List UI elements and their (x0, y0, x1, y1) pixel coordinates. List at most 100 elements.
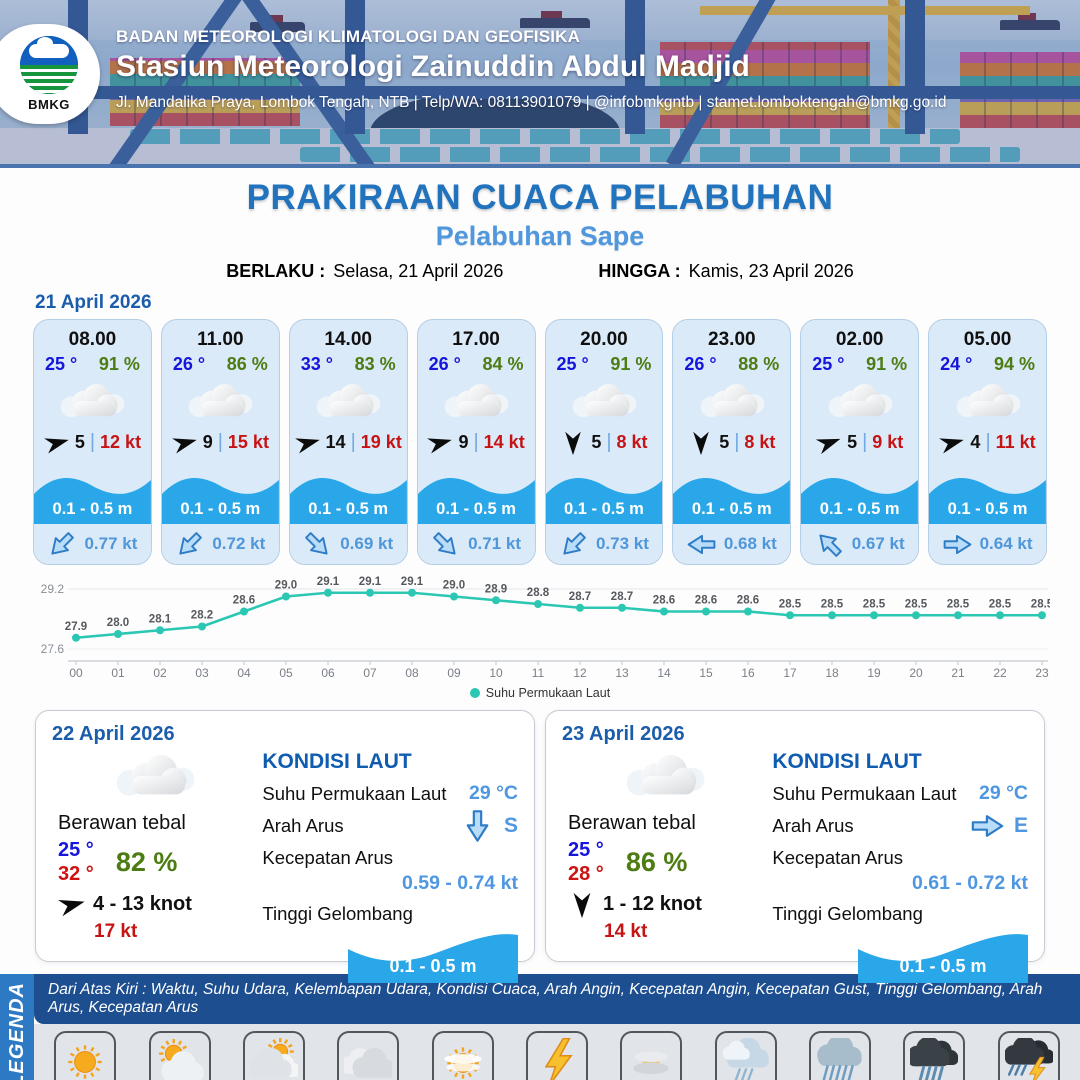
svg-text:23: 23 (1035, 666, 1049, 680)
card-temp: 25 ° (45, 354, 78, 374)
svg-text:28.6: 28.6 (653, 595, 675, 607)
legend-item: Cerah Berawan (134, 1031, 226, 1080)
current-speed: 0.71 kt (468, 534, 522, 553)
current-row: 0.67 kt (801, 524, 918, 564)
humidity: 86 % (625, 846, 688, 877)
current-speed: 0.67 kt (851, 534, 905, 553)
org-name: BADAN METEOROLOGI KLIMATOLOGI DAN GEOFIS… (116, 27, 581, 46)
card-wind-row: 14 | 19 kt (290, 431, 407, 454)
day1-date: 21 April 2026 (35, 292, 152, 313)
wave-height-value: 0.1 - 0.5 m (564, 500, 644, 518)
current-speed: 0.72 kt (212, 534, 266, 553)
card-humidity: 86 % (226, 354, 268, 374)
wind-speed: 5 (847, 432, 858, 452)
card-time: 02.00 (835, 329, 884, 350)
window-mullion (345, 0, 365, 134)
cloud-icon (828, 383, 892, 418)
current-direction-icon (687, 534, 716, 554)
day3-panel: 23 April 2026 Berawan tebal 25 ° 28 ° 86… (545, 710, 1045, 983)
svg-text:28.5: 28.5 (1031, 598, 1050, 610)
wind-direction-icon (58, 899, 85, 916)
wave-height-graphic: 0.1 - 0.5 m (801, 464, 919, 524)
cloud-icon (956, 383, 1020, 418)
current-direction-icon (971, 815, 1004, 837)
window-mullion (625, 0, 645, 134)
svg-text:29.1: 29.1 (401, 576, 424, 588)
wind-speed: 5 (719, 432, 730, 452)
wind-direction-icon (294, 437, 320, 453)
card-wind-row: 5 | 8 kt (673, 431, 790, 455)
wind-speed: 14 (325, 432, 346, 452)
wave-height-graphic: 0.1 - 0.5 m (673, 464, 791, 524)
validity-row: BERLAKU : Selasa, 21 April 2026 HINGGA :K… (0, 261, 1080, 282)
window-mullion (905, 0, 925, 134)
forecast-card-17.00: 17.00 26 ° 84 % 9 | 14 kt 0.1 - 0.5 m 0.… (416, 319, 536, 565)
legend-description: Dari Atas Kiri : Waktu, Suhu Udara, Kele… (34, 974, 1080, 1024)
forecast-card-23.00: 23.00 26 ° 88 % 5 | 8 kt 0.1 - 0.5 m 0.6… (672, 319, 792, 565)
cerah-berawan-icon (158, 1039, 204, 1080)
svg-text:28.9: 28.9 (485, 583, 507, 595)
forecast-card-05.00: 05.00 24 ° 94 % 4 | 11 kt 0.1 - 0.5 m 0.… (928, 319, 1047, 565)
current-speed: 0.77 kt (84, 534, 138, 553)
current-direction: S (503, 814, 518, 837)
day-panels: 22 April 2026 Berawan tebal 25 ° 32 ° (35, 710, 1045, 983)
svg-text:05: 05 (279, 666, 293, 680)
station-name: Stasiun Meteorologi Zainuddin Abdul Madj… (116, 50, 750, 83)
svg-text:09: 09 (447, 666, 461, 680)
port-name: Pelabuhan Sape (435, 221, 645, 251)
separator: | (985, 431, 991, 453)
legend-tile (337, 1031, 400, 1080)
wave-height-graphic: 0.1 - 0.5 m (929, 464, 1046, 524)
svg-text:27.9: 27.9 (65, 621, 87, 633)
current-direction-icon (179, 531, 203, 555)
card-time: 23.00 (708, 329, 756, 350)
wind-direction-icon (565, 431, 582, 455)
sea-section-title: KONDISI LAUT (262, 750, 412, 773)
card-wind-row: 9 | 14 kt (418, 431, 535, 454)
svg-text:29.1: 29.1 (317, 576, 340, 588)
wave-height-value: 0.1 - 0.5 m (389, 956, 477, 976)
chart-legend-label: Suhu Permukaan Laut (485, 686, 611, 700)
valid-until: HINGGA : Kamis, 23 April 2026 (598, 261, 854, 281)
wave-height-value: 0.1 - 0.5 m (691, 500, 772, 518)
valid-from: BERLAKU : Selasa, 21 April 2026 (226, 261, 504, 281)
svg-text:28.5: 28.5 (863, 598, 886, 610)
current-row: 0.68 kt (673, 524, 790, 564)
cerah-icon (68, 1045, 102, 1079)
current-speed-label: Kecepatan Arus (262, 847, 393, 868)
cloud-icon (444, 383, 509, 418)
svg-text:11: 11 (532, 666, 545, 680)
wave-height-graphic: 0.1 - 0.5 m (161, 464, 279, 524)
legend-section: LEGENDA Dari Atas Kiri : Waktu, Suhu Uda… (0, 974, 1080, 1080)
svg-text:28.8: 28.8 (527, 587, 550, 599)
svg-text:28.5: 28.5 (947, 598, 970, 610)
card-time: 14.00 (324, 329, 372, 350)
gust-speed: 19 kt (360, 432, 402, 452)
card-temp: 33 ° (300, 354, 333, 374)
svg-text:29.1: 29.1 (359, 576, 382, 588)
cloud-icon (626, 754, 705, 796)
crane-icon (700, 6, 1030, 15)
station-address: Jl. Mandalika Praya, Lombok Tengah, NTB … (116, 94, 947, 111)
svg-text:28.5: 28.5 (779, 598, 802, 610)
svg-text:28.0: 28.0 (107, 617, 129, 629)
cloud-icon (61, 383, 125, 418)
separator: | (473, 431, 479, 453)
svg-text:17: 17 (783, 666, 797, 680)
svg-text:27.6: 27.6 (41, 642, 65, 656)
gust-speed: 14 kt (483, 432, 525, 452)
cloud-icon (700, 383, 765, 418)
wave-height-label: Tinggi Gelombang (262, 903, 413, 924)
wave-height-value: 0.1 - 0.5 m (819, 500, 900, 518)
legend-tile (242, 1031, 305, 1080)
card-temp: 26 ° (428, 354, 461, 374)
gust-speed: 15 kt (227, 432, 269, 452)
wind-direction-icon (427, 437, 453, 453)
card-wind-row: 5 | 9 kt (801, 431, 918, 454)
gust-value: 14 kt (604, 921, 648, 942)
sst-value: 29 °C (469, 782, 518, 804)
svg-text:20: 20 (909, 666, 923, 680)
hujan-petir-icon (1004, 1038, 1053, 1080)
sst-chart-svg: 29.2 27.6 00 27.9 01 28.0 02 28.1 03 28.2 04 28.6 05… (41, 576, 1054, 680)
gust-speed: 8 kt (616, 432, 648, 452)
